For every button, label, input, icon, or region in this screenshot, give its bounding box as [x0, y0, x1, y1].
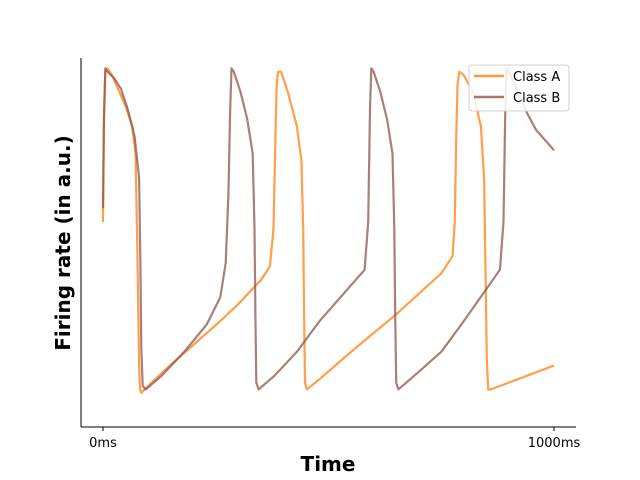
- x-axis-title: Time: [301, 452, 356, 476]
- legend-label-class-a: Class A: [513, 70, 560, 85]
- x-tick-label-start: 0ms: [89, 436, 117, 451]
- x-tick-label-end: 1000ms: [528, 436, 581, 451]
- legend-label-class-b: Class B: [513, 91, 560, 106]
- y-axis-title: Firing rate (in a.u.): [51, 135, 75, 350]
- legend: Class A Class B: [468, 64, 570, 112]
- series-line-class-a: [101, 67, 555, 394]
- plot-lines: [101, 67, 555, 394]
- series-line-class-b: [101, 67, 555, 391]
